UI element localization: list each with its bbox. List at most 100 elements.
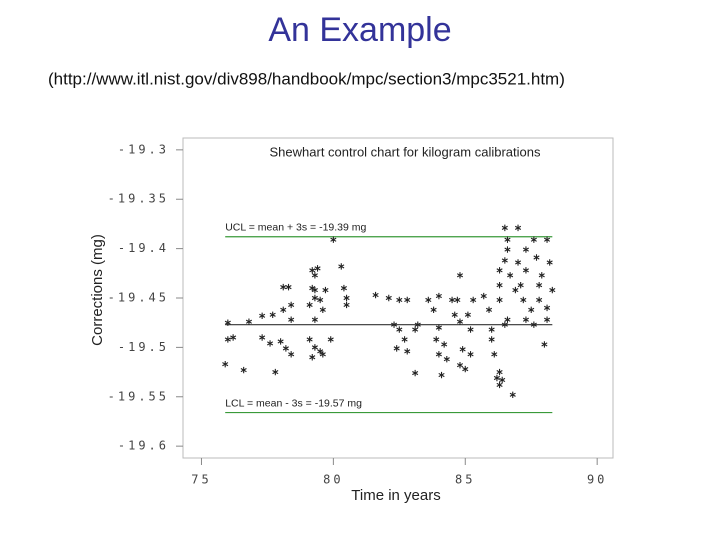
point — [240, 366, 247, 374]
point — [451, 311, 458, 318]
point — [390, 321, 398, 328]
point — [496, 281, 503, 289]
point — [507, 272, 514, 279]
point — [393, 345, 400, 352]
point — [222, 360, 229, 368]
x-axis-label: Time in years — [351, 487, 440, 504]
point — [467, 326, 474, 333]
point — [319, 351, 326, 358]
point — [309, 267, 316, 274]
point — [541, 341, 548, 348]
point — [327, 336, 334, 343]
point — [496, 368, 503, 376]
point — [314, 265, 321, 272]
point — [317, 348, 324, 355]
point — [522, 267, 530, 274]
point — [536, 281, 543, 289]
point — [404, 348, 411, 355]
slide-title: An Example — [268, 11, 451, 49]
point — [306, 336, 313, 343]
y-tick-label: -19.3 — [118, 142, 169, 156]
point — [438, 371, 445, 379]
point — [543, 304, 551, 312]
point — [522, 316, 530, 323]
plot-frame — [182, 137, 614, 459]
y-tick-label: -19.55 — [108, 389, 169, 403]
point — [396, 326, 403, 333]
point — [501, 257, 508, 264]
x-tick-label: 85 — [455, 473, 475, 487]
point — [311, 272, 318, 279]
point — [488, 326, 495, 333]
point — [462, 365, 469, 373]
point — [512, 286, 519, 294]
point — [322, 286, 329, 294]
point — [433, 336, 440, 343]
point — [443, 356, 450, 363]
point — [414, 321, 421, 328]
point — [430, 306, 437, 314]
point — [530, 321, 537, 328]
point — [401, 336, 408, 343]
point — [280, 283, 287, 291]
point — [338, 263, 345, 270]
point — [435, 351, 442, 358]
point — [412, 326, 419, 333]
point — [488, 336, 495, 343]
reference-label: LCL = mean - 3s = -19.57 mg — [225, 397, 362, 409]
point — [224, 319, 231, 326]
point — [396, 296, 403, 304]
point — [538, 272, 545, 279]
point — [285, 283, 292, 291]
point — [470, 296, 477, 304]
point — [311, 316, 318, 323]
point — [536, 296, 543, 304]
point — [456, 272, 464, 279]
point — [546, 259, 553, 266]
point — [467, 351, 474, 358]
point — [501, 224, 508, 232]
point — [549, 286, 556, 294]
point — [412, 369, 419, 377]
y-tick-label: -19.4 — [118, 241, 169, 255]
reference-label: UCL = mean + 3s = -19.39 mg — [225, 222, 366, 234]
point — [514, 224, 522, 232]
point — [272, 368, 279, 376]
point — [533, 254, 540, 261]
slide-subtitle: (http://www.itl.nist.gov/div898/handbook… — [48, 69, 565, 88]
point — [456, 361, 464, 369]
point — [543, 236, 551, 243]
point — [259, 312, 266, 319]
x-tick-label: 90 — [587, 473, 607, 487]
point — [496, 381, 503, 389]
point — [288, 351, 295, 358]
point — [317, 296, 324, 304]
point — [459, 346, 466, 353]
point — [522, 246, 530, 253]
point — [435, 324, 442, 331]
x-tick-label: 75 — [191, 473, 211, 487]
point — [441, 341, 448, 348]
point — [493, 374, 500, 382]
point — [319, 306, 326, 314]
point — [343, 294, 350, 302]
point — [266, 340, 274, 347]
point — [504, 316, 511, 323]
point — [449, 296, 456, 304]
point — [311, 286, 318, 294]
point — [330, 236, 337, 243]
point — [504, 246, 511, 253]
point — [306, 301, 313, 309]
point — [496, 296, 503, 304]
point — [517, 281, 524, 289]
point — [496, 267, 503, 274]
point — [464, 311, 471, 318]
point — [288, 316, 295, 323]
point — [504, 236, 511, 243]
point — [277, 338, 284, 345]
point — [528, 306, 535, 314]
point — [520, 296, 527, 304]
point — [456, 318, 464, 325]
